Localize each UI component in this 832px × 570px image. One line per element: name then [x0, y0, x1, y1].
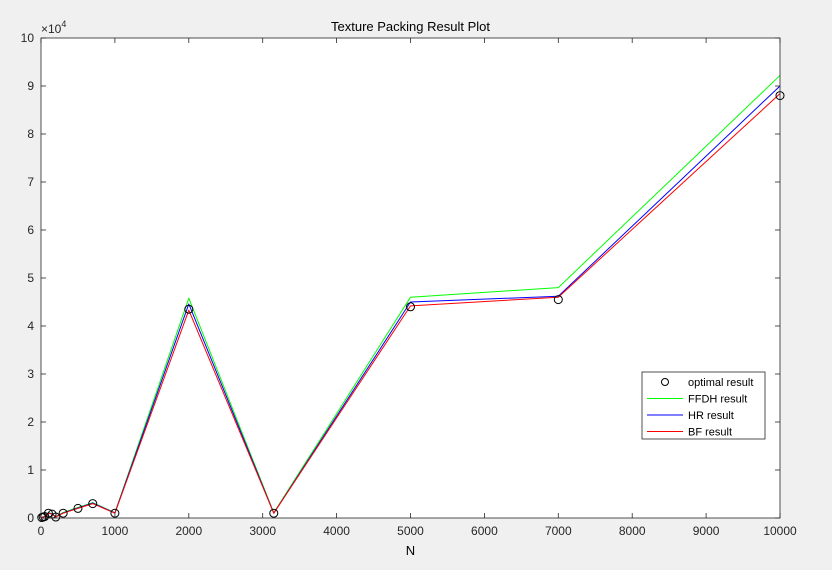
y-multiplier: ×10 [41, 22, 62, 36]
data-point-optimal-result [184, 304, 194, 314]
y-exponent: 4 [61, 19, 66, 29]
y-tick-label: 4 [27, 319, 34, 333]
y-tick-label: 10 [21, 31, 35, 45]
legend: optimal result FFDH result HR result BF res… [641, 371, 766, 440]
data-point-optimal-result [406, 302, 415, 312]
data-point-optimal-result [58, 508, 68, 518]
x-tick-label: 7000 [545, 524, 572, 538]
x-tick-label: 6000 [471, 524, 498, 538]
y-tick-label: 8 [27, 127, 34, 141]
y-tick-label: 3 [27, 367, 34, 381]
x-tick-label: 2000 [175, 524, 202, 538]
y-tick-label: 1 [27, 463, 34, 477]
y-tick-label: 0 [27, 511, 34, 525]
data-point-optimal-result [43, 508, 53, 518]
legend-box [641, 371, 766, 440]
chart-title: Texture Packing Result Plot [331, 19, 490, 34]
y-exponent-label: ×104 [41, 19, 66, 36]
legend-label-bf-result: BF result [688, 427, 732, 439]
x-tick-label: 3000 [249, 524, 276, 538]
x-tick-label: 5000 [397, 524, 424, 538]
legend-label-hr-result: HR result [688, 410, 734, 422]
series-line-bf-result [41, 93, 781, 518]
y-tick-label: 7 [27, 175, 34, 189]
x-tick-label: 9000 [693, 524, 720, 538]
x-axis-label: N [406, 543, 415, 558]
data-point-optimal-result [269, 508, 279, 518]
legend-label-optimal-result: optimal result [688, 377, 753, 389]
series-lines [41, 75, 781, 518]
legend-label-ffdh-result: FFDH result [688, 394, 747, 406]
x-tick-label: 0 [38, 524, 45, 538]
y-tick-label: 2 [27, 415, 34, 429]
x-tick-label: 4000 [323, 524, 350, 538]
axes-background [41, 38, 780, 518]
y-tick-label: 9 [27, 79, 34, 93]
y-ticks: 0 1 2 3 4 5 6 7 8 9 10 [21, 31, 780, 525]
data-point-optimal-result [51, 512, 61, 522]
y-tick-label: 6 [27, 223, 34, 237]
x-ticks: 0 1000 2000 3000 4000 5000 6000 7000 8000 9000 100… [38, 38, 797, 538]
legend-marker-optimal-result [661, 378, 669, 386]
y-tick-label: 5 [27, 271, 34, 285]
x-tick-label: 1000 [102, 524, 129, 538]
data-point-optimal-result [88, 499, 98, 509]
data-point-optimal-result [553, 295, 563, 305]
x-tick-label: 10000 [763, 524, 797, 538]
data-point-optimal-result [73, 503, 83, 513]
x-tick-label: 8000 [619, 524, 646, 538]
